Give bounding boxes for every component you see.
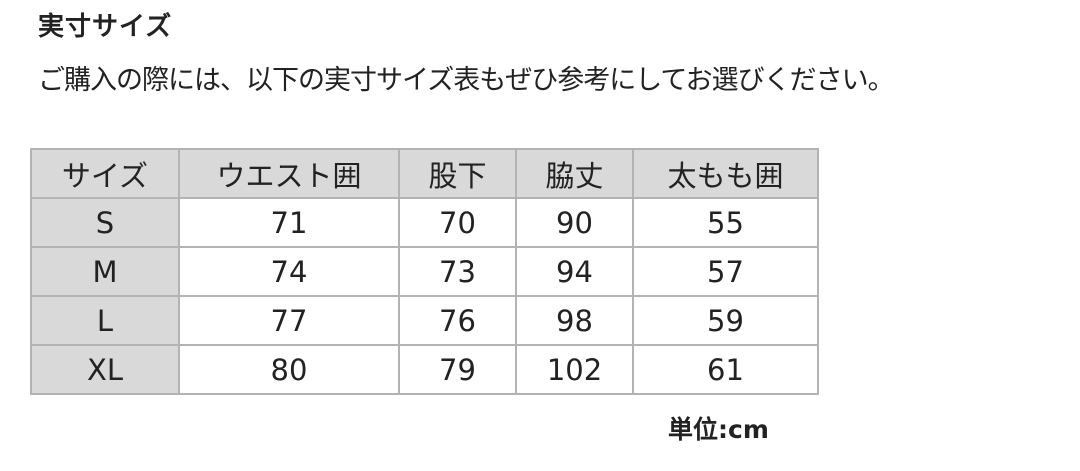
page-title: 実寸サイズ: [38, 12, 173, 42]
size-table: サイズ ウエスト囲 股下 脇丈 太もも囲 S 71 70 90 55 M 74 …: [30, 148, 819, 395]
size-cell: XL: [30, 344, 180, 395]
table-row: XL 80 79 102 61: [30, 344, 819, 395]
header-side-length: 脇丈: [515, 148, 634, 199]
inseam-cell: 79: [398, 344, 517, 395]
inseam-cell: 76: [398, 295, 517, 346]
waist-cell: 80: [178, 344, 400, 395]
thigh-cell: 57: [632, 246, 819, 297]
table-row: M 74 73 94 57: [30, 246, 819, 297]
table-header-row: サイズ ウエスト囲 股下 脇丈 太もも囲: [30, 148, 819, 199]
size-cell: S: [30, 197, 180, 248]
header-size: サイズ: [30, 148, 180, 199]
thigh-cell: 59: [632, 295, 819, 346]
table-row: S 71 70 90 55: [30, 197, 819, 248]
header-thigh: 太もも囲: [632, 148, 819, 199]
thigh-cell: 61: [632, 344, 819, 395]
table-row: L 77 76 98 59: [30, 295, 819, 346]
waist-cell: 74: [178, 246, 400, 297]
waist-cell: 77: [178, 295, 400, 346]
side-length-cell: 102: [515, 344, 634, 395]
side-length-cell: 90: [515, 197, 634, 248]
thigh-cell: 55: [632, 197, 819, 248]
waist-cell: 71: [178, 197, 400, 248]
inseam-cell: 73: [398, 246, 517, 297]
unit-label: 単位:cm: [668, 415, 769, 444]
size-cell: L: [30, 295, 180, 346]
header-inseam: 股下: [398, 148, 517, 199]
size-cell: M: [30, 246, 180, 297]
intro-text: ご購入の際には、以下の実寸サイズ表もぜひ参考にしてお選びください。: [38, 65, 895, 96]
side-length-cell: 94: [515, 246, 634, 297]
side-length-cell: 98: [515, 295, 634, 346]
header-waist: ウエスト囲: [178, 148, 400, 199]
inseam-cell: 70: [398, 197, 517, 248]
